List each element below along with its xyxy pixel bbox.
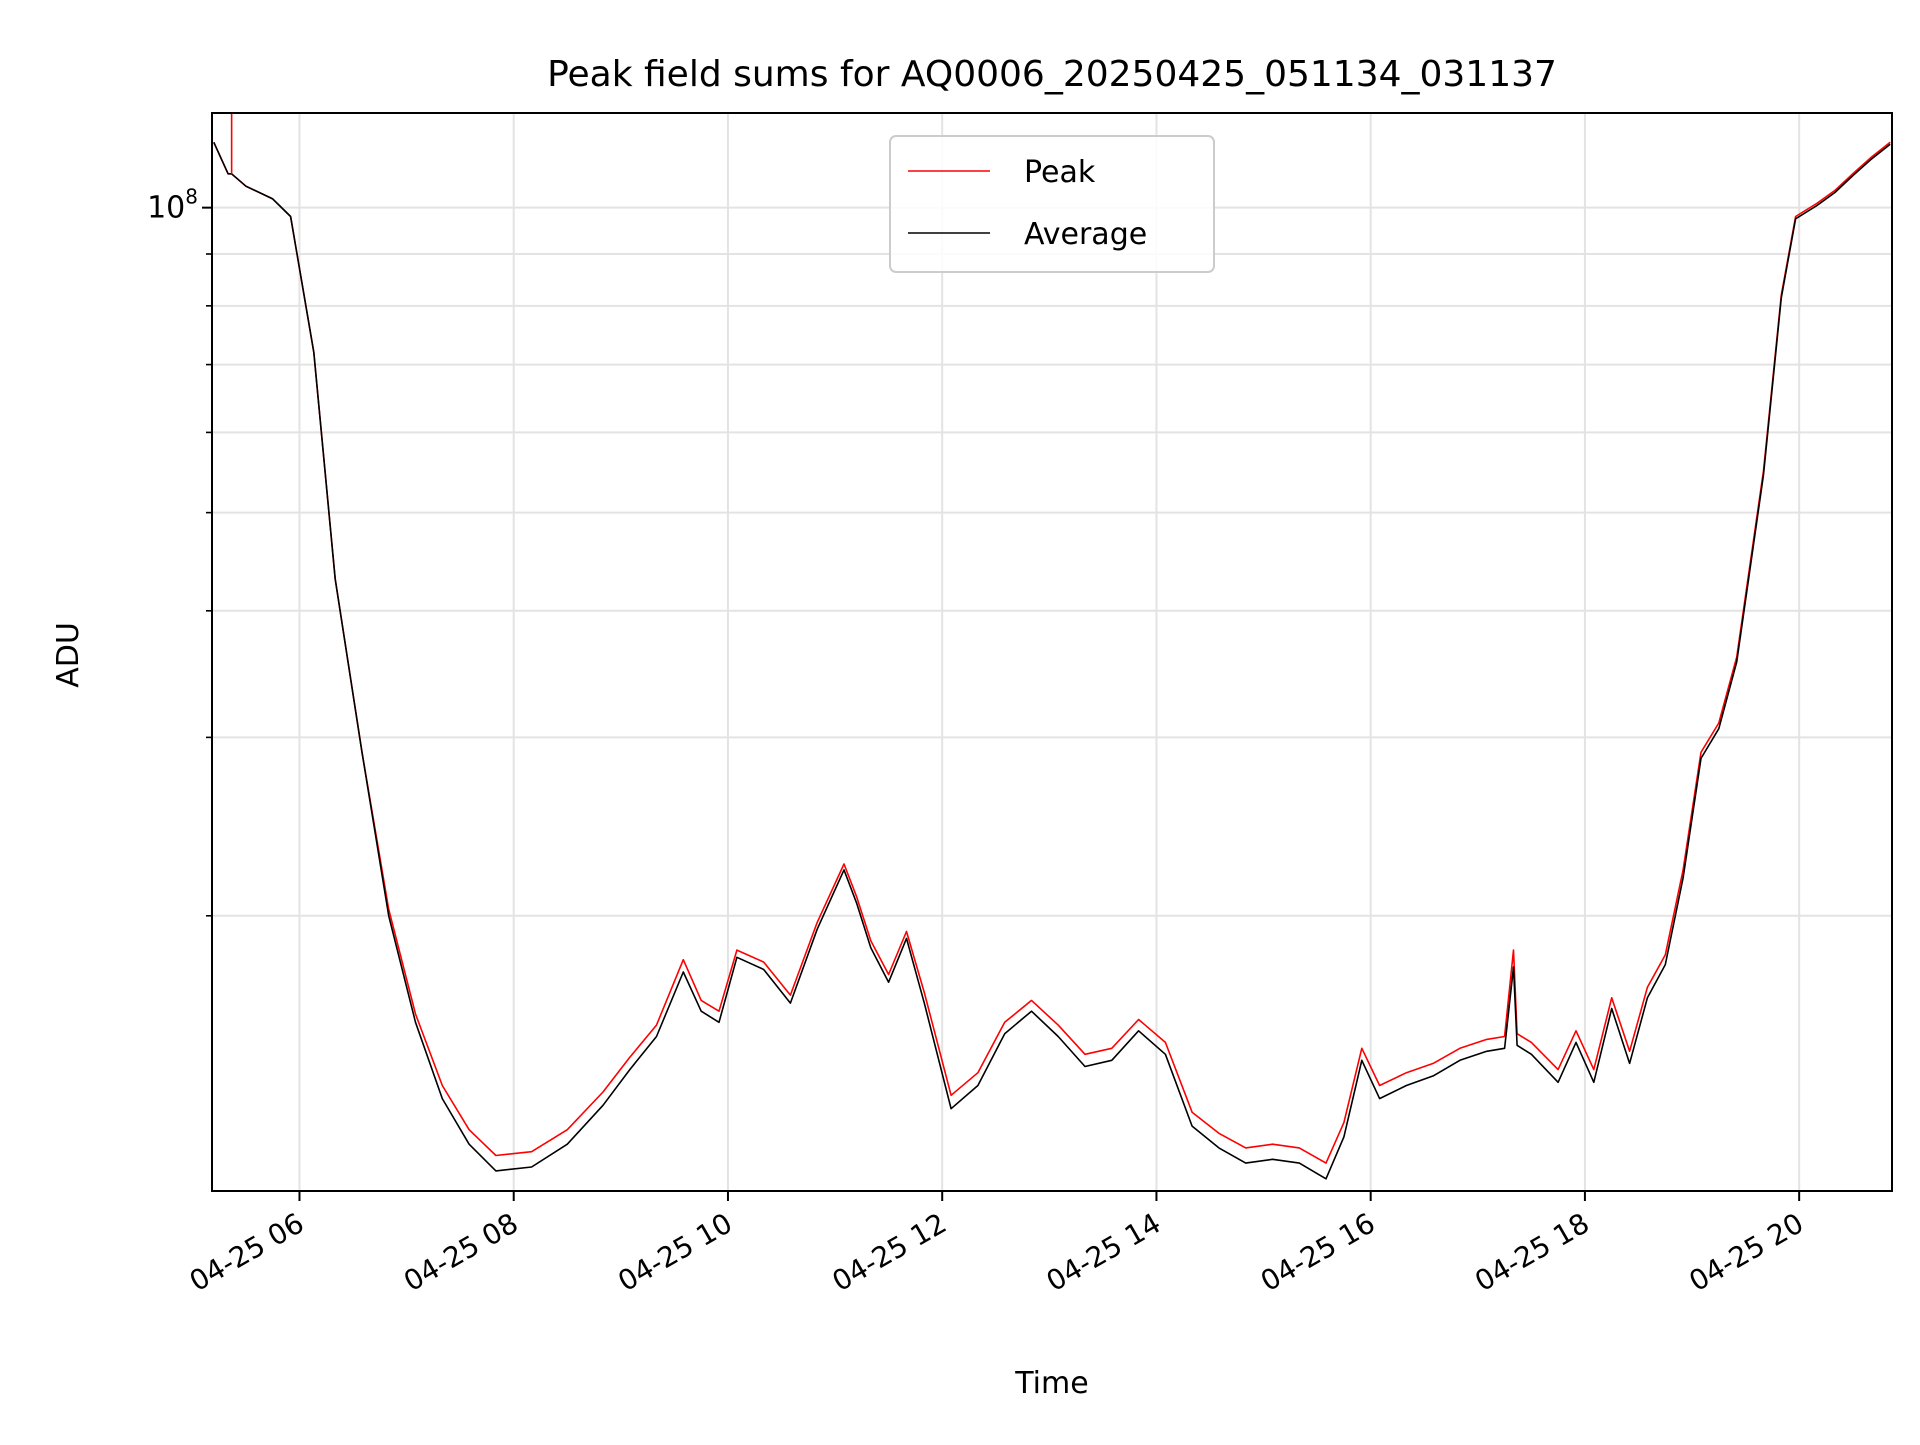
x-tick-label: 04-25 20 — [1684, 1206, 1810, 1298]
legend: Peak Average — [889, 135, 1215, 273]
y-axis-label: ADU — [51, 622, 86, 688]
x-tick-label: 04-25 18 — [1469, 1206, 1595, 1298]
legend-box — [889, 135, 1215, 273]
x-tick-label: 04-25 08 — [398, 1206, 524, 1298]
grid-layer — [212, 113, 1892, 1191]
plot-frame — [211, 112, 1893, 1192]
data-layer — [213, 113, 1891, 1180]
series-average-line — [213, 141, 1891, 1180]
x-tick-label: 04-25 10 — [612, 1206, 738, 1298]
x-axis-label: Time — [1014, 1366, 1088, 1401]
x-tick-label: 04-25 14 — [1041, 1206, 1167, 1298]
x-tick-label: 04-25 12 — [827, 1206, 953, 1298]
legend-peak-label: Peak — [1024, 155, 1096, 190]
series-peak-line — [213, 141, 1891, 1164]
x-tick-label: 04-25 16 — [1255, 1206, 1381, 1298]
y-tick-label: 108 — [147, 185, 198, 226]
axes-layer: 04-25 06 04-25 08 04-25 10 04-25 12 04-25 14… — [147, 112, 1893, 1298]
legend-average-label: Average — [1024, 217, 1147, 252]
chart-title: Peak field sums for AQ0006_20250425_0511… — [547, 54, 1557, 95]
x-tick-label: 04-25 06 — [184, 1206, 310, 1298]
